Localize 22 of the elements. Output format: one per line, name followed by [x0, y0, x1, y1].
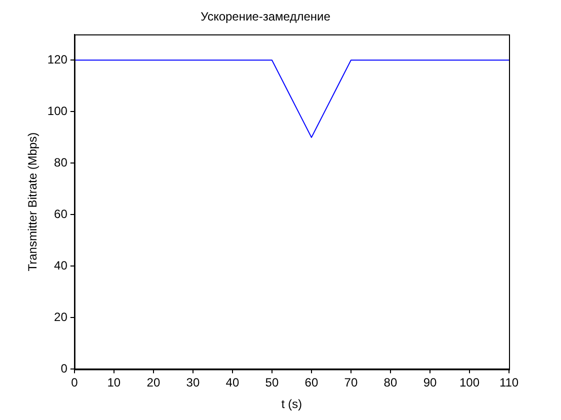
y-axis-title: Transmitter Bitrate (Mbps)	[26, 132, 40, 272]
y-tick-label: 40	[54, 258, 68, 272]
x-tick-label: 100	[459, 376, 480, 390]
y-tick-label: 100	[47, 104, 68, 118]
x-tick-label: 40	[226, 376, 240, 390]
x-tick-label: 0	[71, 376, 78, 390]
x-tick-label: 10	[107, 376, 121, 390]
x-tick-label: 50	[265, 376, 279, 390]
y-tick-label: 20	[54, 310, 68, 324]
y-tick-label: 120	[47, 52, 68, 66]
x-tick-label: 30	[186, 376, 200, 390]
y-tick-label: 0	[60, 362, 68, 376]
x-tick-label: 110	[499, 376, 519, 390]
x-tick-label: 60	[304, 376, 318, 390]
y-tick-label: 60	[54, 206, 68, 221]
x-tick-label: 70	[344, 376, 358, 390]
x-axis-title: t (s)	[281, 397, 302, 412]
x-tick-label: 90	[423, 376, 437, 390]
chart-title: Ускорение-замедление	[200, 10, 331, 24]
y-tick-label: 80	[54, 155, 68, 170]
x-tick-label: 20	[146, 376, 160, 390]
x-tick-label: 80	[384, 376, 398, 390]
